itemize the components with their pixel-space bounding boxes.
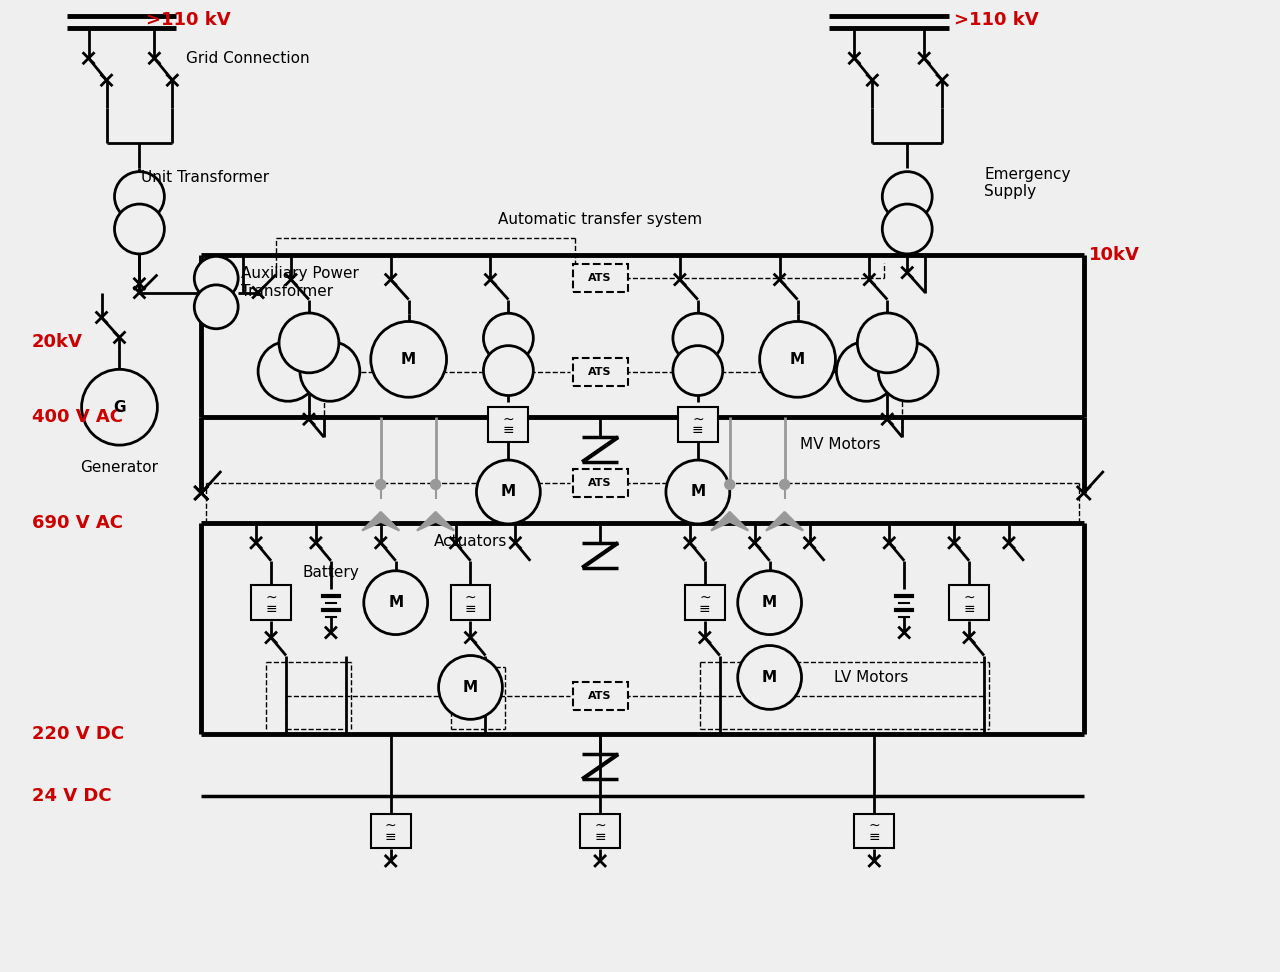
Polygon shape	[362, 512, 380, 531]
Text: >110 kV: >110 kV	[954, 12, 1039, 29]
Polygon shape	[417, 512, 435, 531]
Bar	[489, 406, 529, 441]
Text: ~: ~	[385, 819, 397, 833]
Text: ~: ~	[869, 819, 881, 833]
Text: 10kV: 10kV	[1089, 246, 1139, 263]
Bar	[678, 406, 718, 441]
Text: 690 V AC: 690 V AC	[32, 514, 123, 532]
Circle shape	[737, 645, 801, 710]
Text: M: M	[388, 595, 403, 610]
Circle shape	[780, 479, 790, 489]
Circle shape	[724, 479, 735, 489]
Circle shape	[673, 313, 723, 364]
Circle shape	[259, 341, 317, 401]
Bar	[854, 814, 895, 849]
Circle shape	[737, 571, 801, 635]
Text: 400 V AC: 400 V AC	[32, 408, 123, 426]
Bar	[371, 814, 411, 849]
Bar	[580, 814, 620, 849]
Polygon shape	[712, 512, 730, 531]
Text: Generator: Generator	[81, 460, 159, 474]
Text: ~: ~	[503, 412, 515, 426]
Text: M: M	[762, 595, 777, 610]
Text: Automatic transfer system: Automatic transfer system	[498, 212, 703, 227]
Circle shape	[114, 204, 164, 254]
Text: ≡: ≡	[594, 830, 605, 844]
Circle shape	[484, 346, 534, 396]
Bar	[948, 585, 989, 620]
Text: ≡: ≡	[964, 602, 975, 615]
FancyBboxPatch shape	[572, 469, 627, 497]
FancyBboxPatch shape	[572, 359, 627, 386]
Text: ATS: ATS	[589, 272, 612, 283]
Circle shape	[836, 341, 896, 401]
Text: M: M	[762, 670, 777, 685]
Text: ATS: ATS	[589, 367, 612, 377]
Text: M: M	[500, 484, 516, 500]
FancyBboxPatch shape	[572, 263, 627, 292]
Text: 20kV: 20kV	[32, 333, 83, 352]
Circle shape	[882, 204, 932, 254]
Polygon shape	[730, 512, 749, 531]
Text: M: M	[401, 352, 416, 366]
Circle shape	[279, 313, 339, 373]
Text: G: G	[113, 399, 125, 415]
Text: ~: ~	[699, 591, 710, 605]
Text: ≡: ≡	[265, 602, 276, 615]
Polygon shape	[380, 512, 399, 531]
Text: 24 V DC: 24 V DC	[32, 787, 111, 805]
Circle shape	[195, 257, 238, 300]
Text: ~: ~	[692, 412, 704, 426]
Circle shape	[371, 322, 447, 398]
Text: Emergency
Supply: Emergency Supply	[984, 166, 1070, 199]
Circle shape	[114, 172, 164, 222]
Text: Unit Transformer: Unit Transformer	[141, 170, 270, 186]
Polygon shape	[765, 512, 785, 531]
Text: ≡: ≡	[465, 602, 476, 615]
Text: MV Motors: MV Motors	[800, 436, 881, 452]
Circle shape	[439, 655, 502, 719]
Circle shape	[666, 460, 730, 524]
Bar	[251, 585, 291, 620]
Text: ATS: ATS	[589, 691, 612, 702]
Text: ATS: ATS	[589, 478, 612, 488]
Circle shape	[376, 479, 385, 489]
Text: M: M	[790, 352, 805, 366]
Circle shape	[759, 322, 836, 398]
Text: M: M	[690, 484, 705, 500]
Circle shape	[673, 346, 723, 396]
Circle shape	[82, 369, 157, 445]
Circle shape	[300, 341, 360, 401]
Text: ~: ~	[265, 591, 276, 605]
Circle shape	[431, 479, 440, 489]
Circle shape	[364, 571, 428, 635]
Text: ≡: ≡	[699, 602, 710, 615]
Circle shape	[195, 285, 238, 329]
Text: Battery: Battery	[302, 566, 360, 580]
Text: LV Motors: LV Motors	[835, 670, 909, 685]
Text: ≡: ≡	[869, 830, 881, 844]
Text: M: M	[463, 680, 477, 695]
FancyBboxPatch shape	[572, 682, 627, 711]
Bar	[685, 585, 724, 620]
Circle shape	[476, 460, 540, 524]
Text: Grid Connection: Grid Connection	[187, 51, 310, 66]
Text: ~: ~	[594, 819, 605, 833]
Text: ~: ~	[964, 591, 975, 605]
Bar	[451, 585, 490, 620]
Circle shape	[882, 172, 932, 222]
Text: ≡: ≡	[385, 830, 397, 844]
Text: Auxiliary Power
Transformer: Auxiliary Power Transformer	[241, 266, 358, 298]
Text: Actuators: Actuators	[434, 535, 507, 549]
Text: ~: ~	[465, 591, 476, 605]
Text: ≡: ≡	[503, 423, 515, 437]
Circle shape	[858, 313, 918, 373]
Polygon shape	[435, 512, 454, 531]
Circle shape	[484, 313, 534, 364]
Circle shape	[878, 341, 938, 401]
Text: ≡: ≡	[692, 423, 704, 437]
Text: >110 kV: >110 kV	[146, 12, 230, 29]
Text: 220 V DC: 220 V DC	[32, 725, 124, 744]
Polygon shape	[785, 512, 804, 531]
